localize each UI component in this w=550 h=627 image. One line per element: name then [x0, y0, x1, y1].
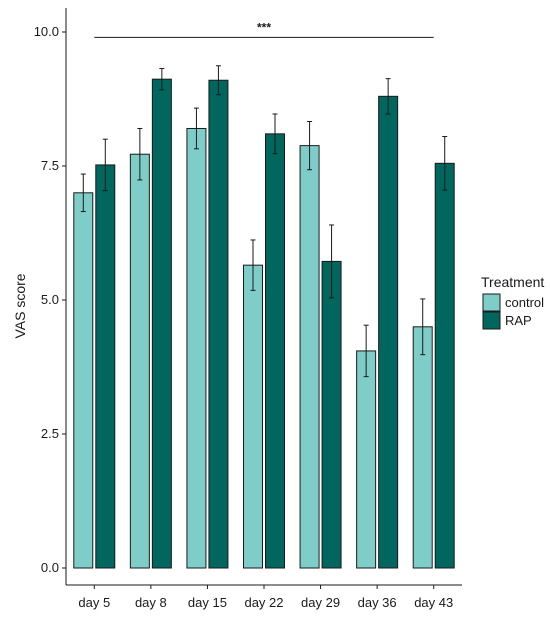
error-bars — [80, 65, 448, 378]
bar-rap — [265, 133, 285, 569]
y-axis-title: VAS score — [12, 273, 28, 338]
significance-label: *** — [257, 20, 271, 34]
x-tick-label: day 29 — [301, 595, 340, 610]
bar-control — [243, 264, 263, 569]
bar-control — [299, 145, 320, 569]
bar-rap — [208, 79, 229, 569]
x-tick-label: day 36 — [358, 595, 397, 610]
y-tick-label: 7.5 — [41, 158, 59, 173]
x-tick-label: day 43 — [414, 595, 453, 610]
bar-control — [129, 153, 150, 569]
y-tick-label: 5.0 — [41, 292, 59, 307]
y-tick-label: 0.0 — [41, 560, 59, 575]
bar-control — [186, 127, 207, 569]
bar-control — [412, 326, 433, 569]
bar-rap — [95, 164, 116, 569]
bar-control — [73, 192, 94, 569]
legend-title: Treatment — [481, 274, 544, 290]
bar-rap — [151, 78, 172, 569]
x-tick-label: day 8 — [135, 595, 167, 610]
legend-swatch-control — [482, 293, 501, 312]
x-tick-label: day 5 — [78, 595, 110, 610]
x-tick-label: day 22 — [244, 595, 283, 610]
x-tick-label: day 15 — [188, 595, 227, 610]
bar-control — [356, 350, 377, 569]
y-tick-label: 2.5 — [41, 426, 59, 441]
legend: Treatment control RAP — [481, 274, 544, 330]
y-tick-label: 10.0 — [34, 24, 59, 39]
axes: 0.0 2.5 5.0 7.5 10.0 day 5 day 8 day 15 day 22 da… — [34, 8, 462, 610]
legend-swatch-rap — [482, 311, 501, 330]
bar-rap — [434, 162, 455, 569]
significance-bracket: *** — [94, 20, 434, 38]
legend-label-rap: RAP — [505, 313, 532, 328]
bar-rap — [378, 95, 399, 569]
bars — [73, 78, 455, 569]
legend-label-control: control — [505, 295, 544, 310]
bar-rap — [321, 260, 342, 569]
